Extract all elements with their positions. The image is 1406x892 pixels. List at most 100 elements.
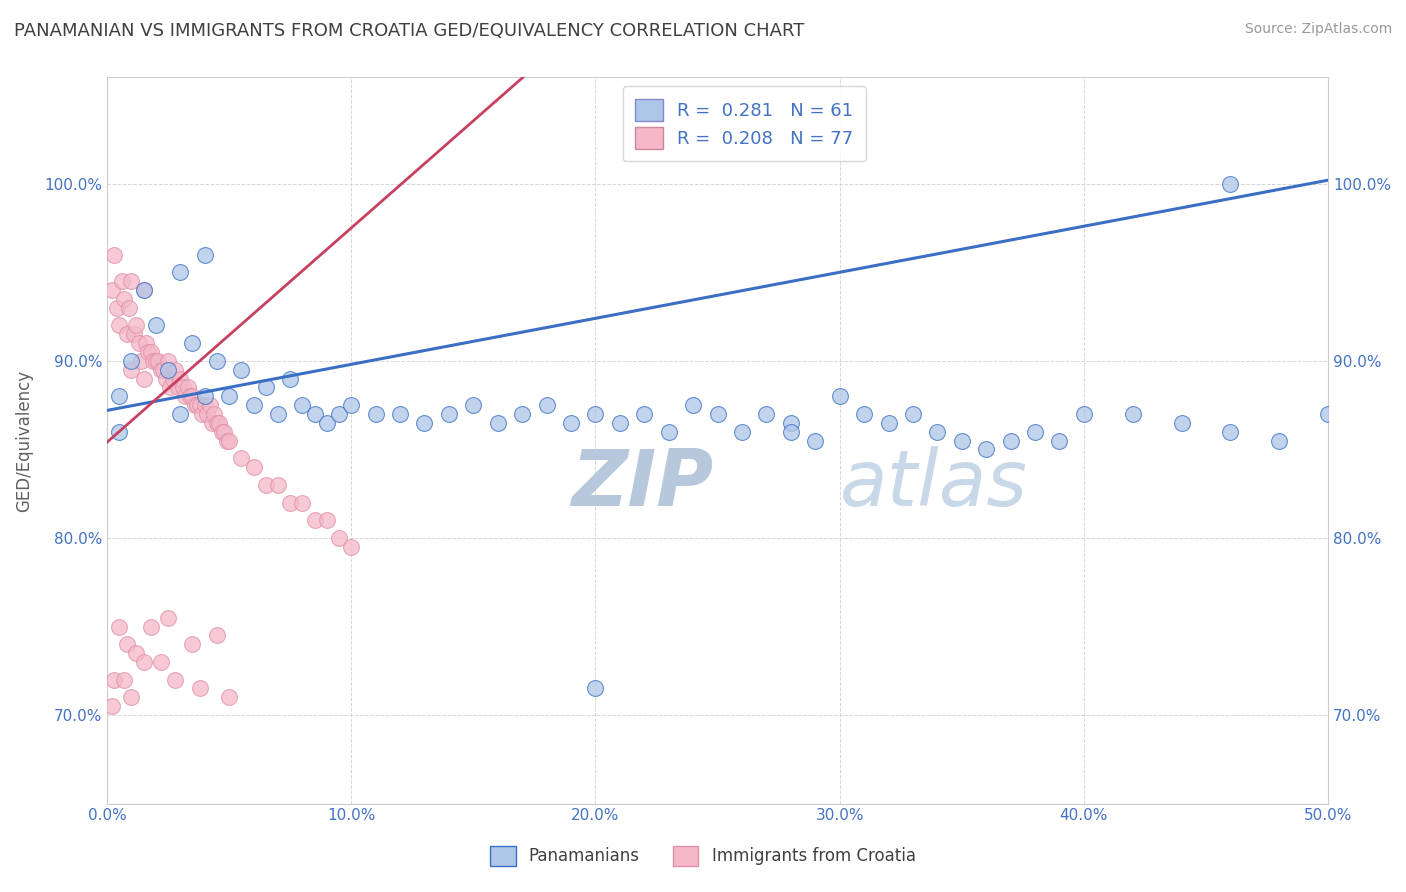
Point (145, 354, 167, 368)
Point (215, 434, 238, 448)
Point (242, 460, 264, 475)
Point (176, 380, 198, 394)
Point (111, 274, 134, 288)
Point (1219, 425, 1241, 439)
Point (142, 354, 165, 368)
Point (157, 354, 180, 368)
Point (212, 425, 235, 439)
Point (159, 380, 181, 394)
Point (169, 407, 191, 421)
Point (138, 345, 160, 359)
Point (132, 655, 155, 669)
Point (254, 380, 277, 394)
Point (779, 425, 801, 439)
Point (1219, 177, 1241, 191)
Point (328, 407, 350, 421)
Point (118, 301, 141, 315)
Point (413, 416, 436, 430)
Point (583, 407, 606, 421)
Point (315, 513, 337, 527)
Legend: R =  0.281   N = 61, R =  0.208   N = 77: R = 0.281 N = 61, R = 0.208 N = 77 (623, 87, 866, 161)
Point (328, 531, 350, 545)
Point (755, 407, 778, 421)
Point (101, 699, 124, 714)
Point (149, 655, 172, 669)
Point (172, 380, 194, 394)
Legend: Panamanians, Immigrants from Croatia: Panamanians, Immigrants from Croatia (477, 832, 929, 880)
Point (779, 416, 801, 430)
Point (1073, 407, 1095, 421)
Point (194, 398, 217, 412)
Point (132, 371, 155, 385)
Point (706, 407, 728, 421)
Point (120, 362, 142, 376)
Point (139, 619, 162, 633)
Point (231, 362, 253, 376)
Point (169, 371, 191, 385)
Point (108, 389, 131, 403)
Point (125, 318, 148, 333)
Point (389, 407, 412, 421)
Point (583, 681, 606, 696)
Point (132, 283, 155, 297)
Point (120, 690, 142, 705)
Point (103, 673, 125, 687)
Point (291, 495, 314, 509)
Point (901, 407, 924, 421)
Point (205, 628, 228, 642)
Point (658, 425, 681, 439)
Point (103, 247, 125, 261)
Point (132, 283, 155, 297)
Point (120, 354, 142, 368)
Point (486, 416, 509, 430)
Point (152, 362, 174, 376)
Point (125, 646, 148, 660)
Text: ZIP: ZIP (571, 446, 713, 522)
Point (304, 407, 326, 421)
Point (129, 354, 152, 368)
Point (218, 690, 240, 705)
Point (1268, 434, 1291, 448)
Point (437, 407, 460, 421)
Point (1170, 416, 1192, 430)
Point (108, 619, 131, 633)
Point (162, 371, 184, 385)
Point (877, 416, 900, 430)
Point (181, 389, 204, 403)
Point (198, 398, 221, 412)
Point (195, 407, 218, 421)
Point (184, 398, 207, 412)
Point (105, 301, 128, 315)
Point (609, 416, 631, 430)
Point (204, 407, 226, 421)
Point (179, 389, 201, 403)
Point (122, 327, 145, 342)
Point (208, 416, 231, 430)
Point (211, 425, 233, 439)
Point (188, 398, 211, 412)
Point (1049, 434, 1071, 448)
Point (201, 416, 224, 430)
Point (165, 362, 187, 376)
Point (463, 398, 485, 412)
Point (853, 407, 876, 421)
Point (1024, 425, 1046, 439)
Point (364, 407, 387, 421)
Point (804, 434, 827, 448)
Point (927, 425, 949, 439)
Point (157, 610, 180, 624)
Point (181, 336, 204, 351)
Point (205, 354, 228, 368)
Point (194, 247, 217, 261)
Text: atlas: atlas (839, 446, 1028, 522)
Point (128, 336, 150, 351)
Point (148, 354, 170, 368)
Point (340, 540, 363, 554)
Point (315, 416, 337, 430)
Point (682, 398, 704, 412)
Point (218, 389, 240, 403)
Point (510, 407, 533, 421)
Point (218, 434, 240, 448)
Point (181, 637, 204, 651)
Point (828, 389, 851, 403)
